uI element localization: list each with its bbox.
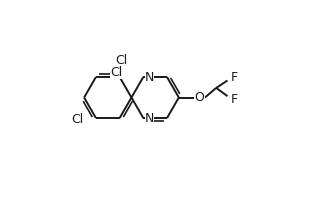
- Text: Cl: Cl: [71, 113, 84, 126]
- Text: Cl: Cl: [110, 66, 122, 79]
- Text: F: F: [231, 93, 238, 106]
- Text: O: O: [195, 91, 204, 104]
- Text: Cl: Cl: [115, 54, 127, 67]
- Text: F: F: [231, 71, 238, 84]
- Text: N: N: [145, 70, 154, 84]
- Text: N: N: [145, 111, 154, 125]
